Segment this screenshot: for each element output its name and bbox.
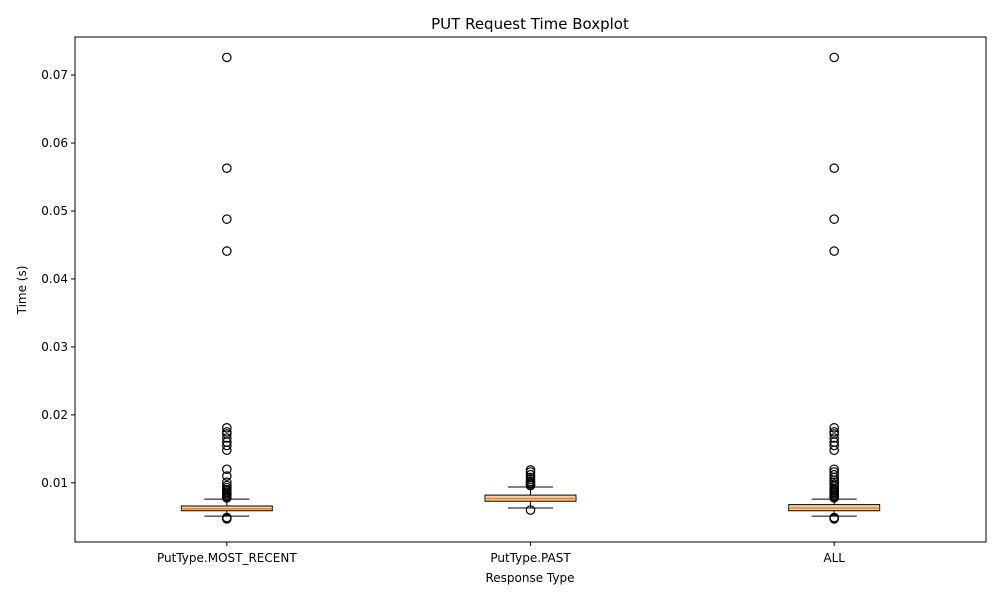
outlier-point [222,445,232,456]
outlier-point [222,514,232,524]
y-axis: 0.01 0.02 0.03 0.04 0.05 0.06 0.07 [41,68,75,490]
outlier-point [525,505,536,515]
outlier-point [829,52,839,63]
outlier-point [222,471,232,481]
y-tick-label: 0.07 [41,68,68,82]
x-axis: PutType.MOST_RECENT PutType.PAST ALL [157,542,845,565]
y-tick-label: 0.04 [41,272,68,286]
outlier-point [829,514,839,524]
x-tick-label: PutType.MOST_RECENT [157,551,297,565]
outlier-point [829,214,839,224]
y-tick-label: 0.03 [41,340,68,354]
outlier-point [222,52,232,63]
outlier-point [222,464,232,475]
chart-title: PUT Request Time Boxplot [431,15,629,33]
x-tick-label: PutType.PAST [490,551,571,565]
outlier-point [829,493,839,503]
box-group-2 [484,465,577,515]
x-axis-title: Response Type [485,571,574,585]
outlier-point [829,469,839,480]
outlier-point [222,493,232,503]
outlier-point [829,246,839,256]
outlier-point [222,433,232,443]
box-group-3 [788,52,881,524]
outlier-point [829,163,839,173]
y-tick-label: 0.05 [41,204,68,218]
y-tick-label: 0.06 [41,136,68,150]
outlier-point [525,480,536,491]
box-group-1 [180,52,273,524]
outlier-point [222,246,232,256]
outlier-point [829,423,839,433]
plot-area [180,52,881,524]
y-tick-label: 0.02 [41,408,68,422]
outlier-point [829,433,839,443]
outlier-point [222,214,232,224]
outlier-point [525,467,536,477]
x-tick-label: ALL [823,551,845,565]
outlier-point [222,423,232,433]
outlier-point [222,440,232,451]
outlier-point [829,440,839,451]
y-tick-label: 0.01 [41,476,68,490]
outlier-point [222,163,232,173]
y-axis-title: Time (s) [15,266,29,316]
outlier-point [829,445,839,456]
